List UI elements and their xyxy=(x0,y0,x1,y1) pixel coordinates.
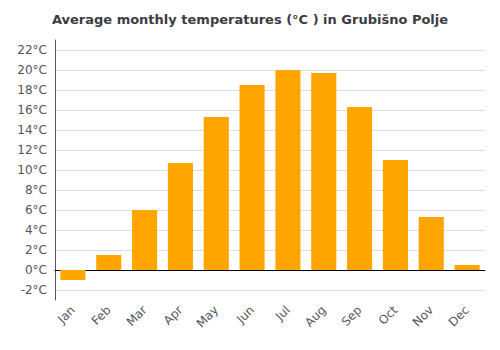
svg-text:Aug: Aug xyxy=(302,303,328,329)
svg-text:Jul: Jul xyxy=(272,303,293,324)
svg-text:10°C: 10°C xyxy=(17,163,47,177)
svg-text:16°C: 16°C xyxy=(17,103,47,117)
svg-text:4°C: 4°C xyxy=(25,223,47,237)
svg-text:Nov: Nov xyxy=(410,303,436,329)
svg-text:Jan: Jan xyxy=(54,303,78,327)
svg-text:Jun: Jun xyxy=(233,303,257,327)
svg-text:May: May xyxy=(194,303,221,330)
svg-text:2°C: 2°C xyxy=(25,243,47,257)
svg-text:18°C: 18°C xyxy=(17,83,47,97)
svg-text:6°C: 6°C xyxy=(25,203,47,217)
svg-text:20°C: 20°C xyxy=(17,63,47,77)
svg-text:22°C: 22°C xyxy=(17,43,47,57)
svg-text:12°C: 12°C xyxy=(17,143,47,157)
svg-text:Dec: Dec xyxy=(446,303,472,329)
svg-text:Oct: Oct xyxy=(376,303,401,328)
svg-text:Apr: Apr xyxy=(161,303,186,328)
svg-text:-2°C: -2°C xyxy=(21,283,47,297)
svg-text:Mar: Mar xyxy=(124,303,150,329)
svg-text:8°C: 8°C xyxy=(25,183,47,197)
svg-text:Sep: Sep xyxy=(339,303,365,329)
svg-text:Feb: Feb xyxy=(89,303,114,328)
svg-text:0°C: 0°C xyxy=(25,263,47,277)
svg-text:Average monthly temperatures (: Average monthly temperatures (°C ) in Gr… xyxy=(52,12,448,27)
svg-text:14°C: 14°C xyxy=(17,123,47,137)
